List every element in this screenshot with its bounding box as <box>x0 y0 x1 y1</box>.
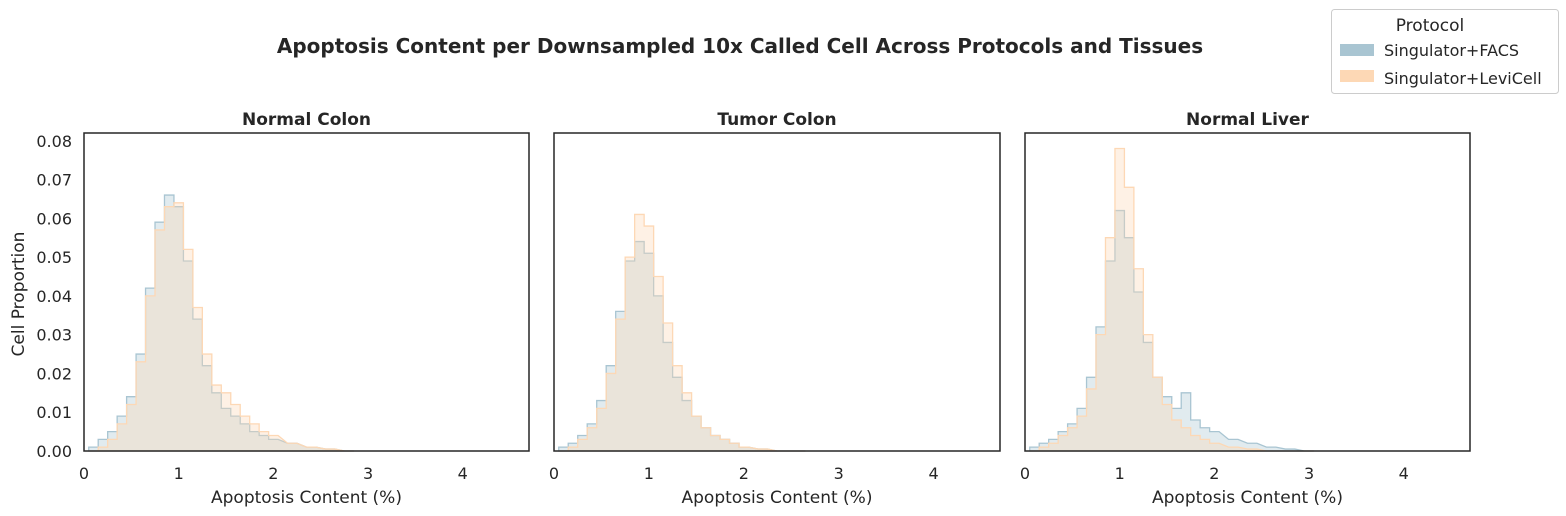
y-tick-label: 0.07 <box>36 171 72 190</box>
x-tick-label: 2 <box>739 464 749 483</box>
y-tick-label: 0.03 <box>36 326 72 345</box>
x-tick-label: 4 <box>458 464 468 483</box>
x-axis-label: Apoptosis Content (%) <box>682 488 873 508</box>
x-axis-label: Apoptosis Content (%) <box>1152 488 1343 508</box>
x-tick-label: 2 <box>268 464 278 483</box>
histogram-series-1 <box>88 202 354 452</box>
legend-title: Protocol <box>1396 16 1465 36</box>
x-tick-label: 3 <box>363 464 373 483</box>
x-tick-label: 4 <box>1399 464 1409 483</box>
y-axis-label: Cell Proportion <box>9 232 29 357</box>
x-tick-label: 4 <box>928 464 938 483</box>
panel-title: Normal Liver <box>1186 110 1309 130</box>
x-tick-label: 2 <box>1209 464 1219 483</box>
plot-frame <box>553 132 1001 452</box>
x-tick-label: 0 <box>549 464 559 483</box>
legend-label-facs: Singulator+FACS <box>1384 41 1519 60</box>
panel-0: Normal Colon 0 1 2 3 4 Apoptosis Content (%) 0.… <box>9 110 530 508</box>
y-tick-label: 0.01 <box>36 403 72 422</box>
y-tick-label: 0.08 <box>36 132 72 151</box>
y-tick-label: 0.00 <box>36 442 72 461</box>
legend-swatch-facs <box>1340 44 1374 56</box>
plot-frame <box>83 132 530 452</box>
x-tick-label: 3 <box>1304 464 1314 483</box>
legend-frame <box>1331 9 1559 94</box>
histogram-series-1 <box>1029 147 1314 452</box>
y-tick-label: 0.02 <box>36 364 72 383</box>
x-axis-label: Apoptosis Content (%) <box>211 488 402 508</box>
chart-panels: Normal Colon 0 1 2 3 4 Apoptosis Content (%) 0.… <box>9 110 1471 508</box>
y-tick-label: 0.05 <box>36 248 72 267</box>
y-tick-label: 0.06 <box>36 209 72 228</box>
histogram-series-1 <box>558 213 806 452</box>
x-tick-label: 0 <box>1020 464 1030 483</box>
x-tick-label: 1 <box>174 464 184 483</box>
figure-title: Apoptosis Content per Downsampled 10x Ca… <box>277 34 1203 58</box>
legend-swatch-levicell <box>1340 70 1374 82</box>
panel-1: Tumor Colon 0 1 2 3 4 Apoptosis Content (%) <box>549 110 1001 508</box>
panel-title: Normal Colon <box>242 110 371 130</box>
x-tick-label: 1 <box>1115 464 1125 483</box>
legend-label-levicell: Singulator+LeviCell <box>1384 69 1542 88</box>
y-tick-label: 0.04 <box>36 287 72 306</box>
x-tick-label: 1 <box>644 464 654 483</box>
plot-frame <box>1024 132 1471 452</box>
legend: Protocol Singulator+FACS Singulator+Levi… <box>1331 9 1559 94</box>
panel-title: Tumor Colon <box>717 110 836 130</box>
panel-2: Normal Liver 0 1 2 3 4 Apoptosis Content (%) <box>1020 110 1471 508</box>
x-tick-label: 3 <box>834 464 844 483</box>
x-tick-label: 0 <box>79 464 89 483</box>
